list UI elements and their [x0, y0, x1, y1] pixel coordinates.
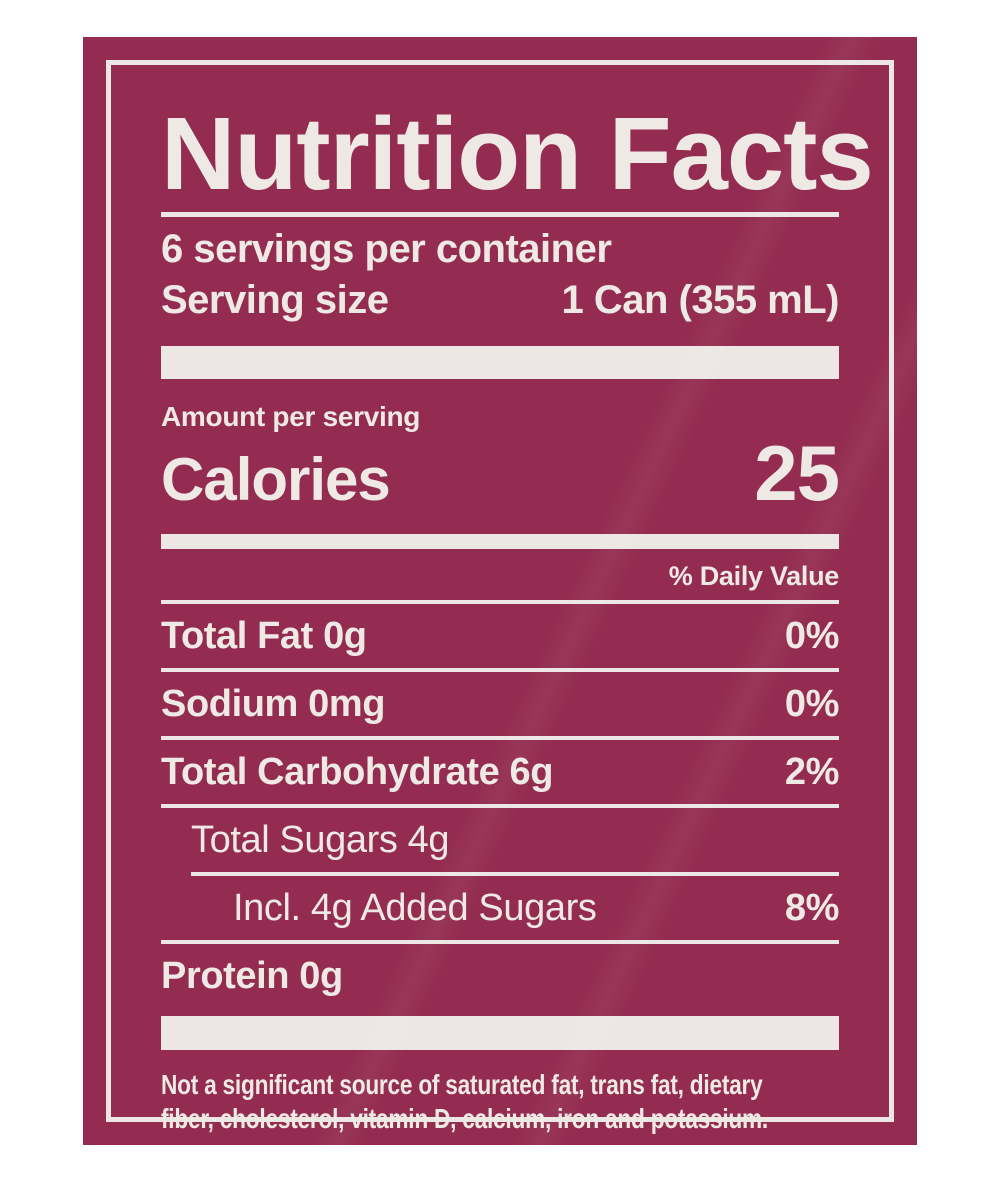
- separator-line: [161, 667, 839, 672]
- nutrient-label: Sodium 0mg: [161, 682, 386, 725]
- nutrient-daily-value: 0%: [784, 614, 840, 657]
- calories-label: Calories: [161, 445, 391, 513]
- separator-bar-thick-bottom: [161, 1016, 839, 1051]
- separator-bar-medium: [161, 533, 839, 549]
- nutrient-label: Protein 0g: [161, 954, 343, 997]
- nutrient-row-sodium: Sodium 0mg 0%: [161, 672, 839, 736]
- separator-line: [161, 735, 839, 740]
- servings-per-container: 6 servings per container: [161, 226, 612, 271]
- nutrient-label: Total Fat 0g: [161, 614, 367, 657]
- nutrient-label: Total Sugars 4g: [191, 818, 450, 861]
- separator-line: [161, 939, 839, 944]
- nutrient-row-total-sugars: Total Sugars 4g: [161, 808, 839, 872]
- amount-per-serving-label: Amount per serving: [161, 401, 421, 433]
- nutrient-row-total-fat: Total Fat 0g 0%: [161, 604, 839, 668]
- nutrition-facts-label: Nutrition Facts 6 servings per container…: [83, 37, 917, 1145]
- nutrient-label: Incl. 4g Added Sugars: [233, 886, 597, 929]
- nutrition-facts-title: Nutrition Facts: [161, 96, 874, 211]
- serving-size-value: 1 Can (355 mL): [561, 277, 839, 322]
- nutrient-daily-value: 0%: [784, 682, 840, 725]
- nutrient-label: Total Carbohydrate 6g: [161, 750, 554, 793]
- label-border-frame: Nutrition Facts 6 servings per container…: [106, 60, 894, 1134]
- nutrient-daily-value: 8%: [784, 886, 840, 929]
- nutrient-daily-value: 2%: [784, 750, 840, 793]
- title-rule: [161, 211, 839, 217]
- serving-size-label: Serving size: [161, 277, 389, 322]
- nutrient-row-protein: Protein 0g: [161, 944, 839, 1008]
- separator-line: [161, 599, 839, 604]
- footnote-line-1: Not a significant source of saturated fa…: [161, 1069, 763, 1101]
- calories-value: 25: [754, 428, 840, 517]
- nutrient-row-added-sugars: Incl. 4g Added Sugars 8%: [161, 876, 839, 940]
- footnote-line-2: fiber, cholesterol, vitamin D, calcium, …: [161, 1103, 768, 1135]
- nutrient-row-total-carbohydrate: Total Carbohydrate 6g 2%: [161, 740, 839, 804]
- percent-daily-value-header: % Daily Value: [668, 560, 840, 591]
- calories-row: Calories 25: [161, 428, 840, 517]
- separator-line: [161, 803, 839, 808]
- footnote: Not a significant source of saturated fa…: [161, 1068, 839, 1136]
- separator-line-indented: [191, 871, 839, 876]
- separator-bar-thick-top: [161, 346, 839, 380]
- serving-size-row: Serving size 1 Can (355 mL): [161, 278, 839, 323]
- label-content: Nutrition Facts 6 servings per container…: [139, 93, 874, 1134]
